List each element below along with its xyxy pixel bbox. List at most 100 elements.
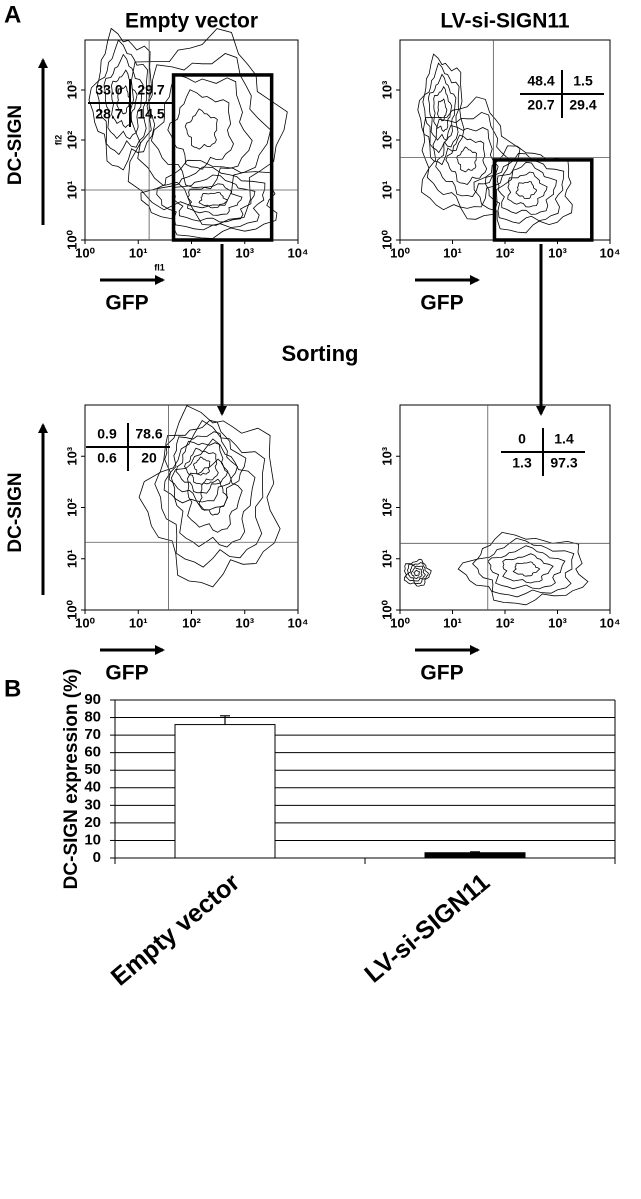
- contour-line: [515, 181, 538, 200]
- quadrant-value: 28.7: [95, 106, 122, 122]
- y-tick-label: 10³: [64, 80, 79, 99]
- contour-line: [422, 62, 460, 154]
- x-tick-label: 10³: [235, 245, 254, 260]
- y-tick-label: 80: [84, 709, 101, 726]
- y-tick-label: 10³: [379, 80, 394, 99]
- contour-line: [168, 431, 238, 503]
- x-tick-label: 10⁰: [390, 245, 410, 260]
- x-tick-label: 10¹: [129, 615, 148, 630]
- panel-label: A: [4, 1, 21, 28]
- axis-code: fl1: [154, 262, 165, 272]
- x-tick-label: LV-si-SIGN11: [359, 868, 495, 988]
- y-tick-label: 10⁰: [379, 229, 394, 249]
- sorting-label: Sorting: [282, 341, 359, 366]
- quadrant-value: 14.5: [137, 106, 164, 122]
- y-tick-label: 30: [84, 796, 101, 813]
- quadrant-value: 1.5: [573, 73, 593, 89]
- bar: [424, 852, 526, 859]
- contour-line: [507, 171, 548, 208]
- y-tick-label: 10¹: [64, 181, 79, 200]
- x-axis-label: GFP: [420, 662, 463, 685]
- contour-line: [95, 39, 149, 156]
- quadrant-value: 48.4: [527, 73, 554, 89]
- contour-line: [103, 53, 144, 140]
- contour-line: [150, 74, 253, 190]
- y-tick-label: 10¹: [64, 549, 79, 568]
- y-tick-label: 0: [93, 849, 101, 866]
- y-tick-label: 10²: [64, 130, 79, 149]
- sort-gate: [171, 73, 274, 242]
- panel-label: B: [4, 675, 21, 702]
- y-tick-label: 20: [84, 814, 101, 831]
- contour-line: [410, 567, 423, 579]
- x-tick-label: 10¹: [443, 615, 462, 630]
- contour-line: [484, 152, 565, 224]
- y-tick-label: 70: [84, 726, 101, 743]
- contour-line: [427, 73, 457, 141]
- contour-line: [420, 96, 521, 220]
- plot-frame: [399, 404, 611, 611]
- quadrant-value: 29.7: [137, 82, 164, 98]
- y-tick-label: 10: [84, 831, 101, 848]
- y-axis-label: DC-SIGN expression (%): [61, 669, 82, 890]
- contour-line: [88, 27, 156, 171]
- contour-line: [198, 478, 229, 516]
- y-tick-label: 10²: [379, 130, 394, 149]
- x-tick-label: 10¹: [443, 245, 462, 260]
- contour-line: [184, 108, 218, 150]
- y-tick-label: 10⁰: [379, 599, 394, 619]
- x-tick-label: 10⁴: [600, 245, 621, 260]
- y-tick-label: 50: [84, 761, 101, 778]
- contour-line: [435, 125, 499, 197]
- contour-line: [140, 159, 278, 239]
- x-tick-label: 10²: [182, 615, 201, 630]
- contour-line: [437, 98, 448, 122]
- quadrant-value: 1.3: [512, 455, 532, 471]
- contour-line: [156, 166, 266, 231]
- axis-code: fl2: [53, 135, 63, 146]
- quadrant-value: 33.0: [95, 82, 122, 98]
- contour-line: [175, 440, 229, 494]
- x-tick-label: Empty vector: [106, 868, 246, 991]
- y-tick-label: 10¹: [379, 549, 394, 568]
- contour-line: [187, 458, 243, 533]
- y-tick-label: 10⁰: [64, 229, 79, 249]
- y-tick-label: 10¹: [379, 181, 394, 200]
- bar: [174, 724, 276, 859]
- contour-line: [127, 28, 288, 226]
- quadrant-value: 20: [141, 450, 157, 466]
- contour-line: [487, 545, 566, 590]
- y-tick-label: 60: [84, 744, 101, 761]
- quadrant-value: 0.6: [97, 450, 117, 466]
- contour-line: [193, 456, 211, 476]
- x-tick-label: 10⁴: [288, 615, 309, 630]
- plot-frame: [84, 404, 299, 611]
- y-tick-label: 10³: [64, 446, 79, 465]
- y-axis-label: DC-SIGN: [5, 105, 26, 185]
- contour-line: [403, 558, 432, 587]
- contour-line: [433, 85, 453, 132]
- contour-line: [512, 561, 541, 577]
- contour-line: [116, 85, 131, 115]
- x-tick-label: 10³: [235, 615, 254, 630]
- quadrant-value: 0.9: [97, 426, 117, 442]
- x-axis-label: GFP: [105, 292, 148, 315]
- x-tick-label: 10⁴: [600, 615, 621, 630]
- contour-line: [426, 111, 511, 209]
- x-tick-label: 10¹: [129, 245, 148, 260]
- y-tick-label: 10³: [379, 446, 394, 465]
- y-tick-label: 10²: [379, 497, 394, 516]
- contour-line: [445, 134, 488, 185]
- quadrant-value: 29.4: [569, 97, 596, 113]
- contour-line: [138, 405, 281, 588]
- y-tick-label: 40: [84, 779, 101, 796]
- x-tick-label: 10⁰: [75, 245, 95, 260]
- contour-line: [417, 53, 465, 166]
- contour-line: [502, 553, 554, 584]
- contour-line: [170, 438, 256, 548]
- contour-line: [163, 419, 247, 511]
- contour-line: [496, 161, 557, 215]
- plot-title: LV-si-SIGN11: [440, 10, 569, 33]
- x-tick-label: 10⁰: [75, 615, 95, 630]
